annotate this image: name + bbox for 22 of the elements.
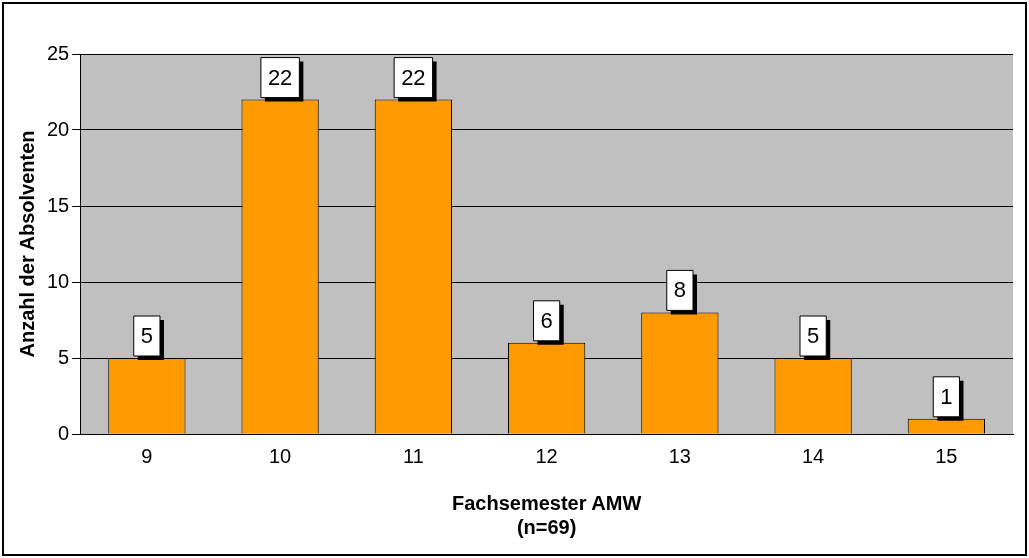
y-tick-label: 25 — [47, 41, 70, 64]
data-label: 8 — [673, 277, 686, 303]
data-label: 22 — [401, 64, 426, 90]
y-tick-label: 0 — [58, 421, 70, 444]
x-axis-title: Fachsemester AMW (n=69) — [451, 491, 642, 538]
y-axis-title: Anzahl der Absolventen — [15, 130, 38, 358]
y-tick-label: 10 — [47, 269, 70, 292]
x-tick-label: 11 — [402, 444, 424, 467]
y-tick-label: 15 — [47, 193, 70, 216]
x-tick-label: 12 — [535, 444, 558, 467]
data-label: 5 — [140, 323, 153, 349]
y-tick-label: 5 — [58, 345, 70, 368]
x-tick-label: 10 — [269, 444, 292, 467]
x-tick-label: 15 — [935, 444, 958, 467]
x-tick-label: 13 — [668, 444, 691, 467]
y-tick-label: 20 — [47, 117, 70, 140]
x-tick-label: 9 — [141, 444, 153, 467]
data-label: 5 — [807, 323, 820, 349]
x-tick-label: 14 — [802, 444, 825, 467]
data-label: 1 — [940, 383, 953, 409]
data-label: 6 — [540, 307, 553, 333]
data-label: 22 — [267, 64, 293, 90]
